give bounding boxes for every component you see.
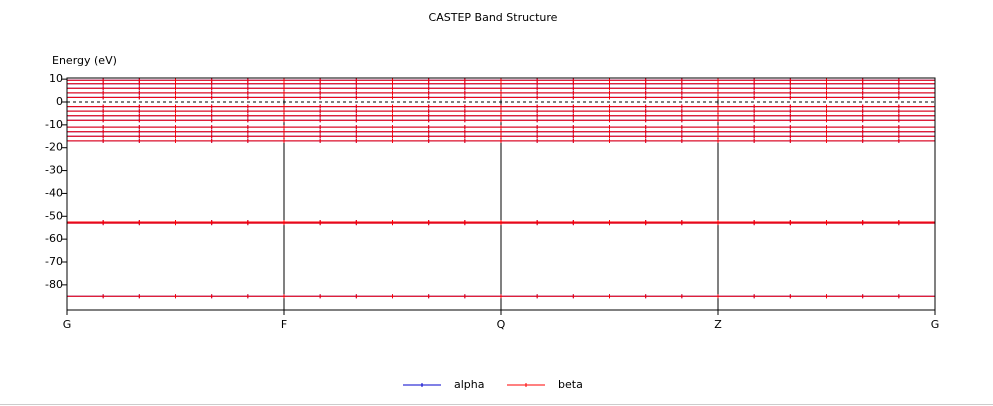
x-tick-label: Q bbox=[497, 318, 506, 331]
y-axis-label: Energy (eV) bbox=[52, 54, 117, 67]
y-tick-label: -60 bbox=[45, 232, 63, 245]
legend-label: beta bbox=[558, 378, 583, 391]
y-tick-label: 10 bbox=[49, 72, 63, 85]
y-tick-label: -20 bbox=[45, 141, 63, 154]
y-tick-label: -70 bbox=[45, 255, 63, 268]
x-tick-label: G bbox=[931, 318, 940, 331]
y-tick-label: -80 bbox=[45, 278, 63, 291]
y-tick-label: -30 bbox=[45, 164, 63, 177]
plot-frame bbox=[66, 77, 936, 311]
chart-title: CASTEP Band Structure bbox=[429, 11, 558, 24]
legend-label: alpha bbox=[454, 378, 485, 391]
x-tick-label: G bbox=[63, 318, 72, 331]
y-tick-label: -40 bbox=[45, 186, 63, 199]
y-tick-label: -10 bbox=[45, 118, 63, 131]
y-tick-label: 0 bbox=[56, 95, 63, 108]
y-tick-label: -50 bbox=[45, 209, 63, 222]
x-tick-label: Z bbox=[714, 318, 722, 331]
x-tick-label: F bbox=[281, 318, 287, 331]
